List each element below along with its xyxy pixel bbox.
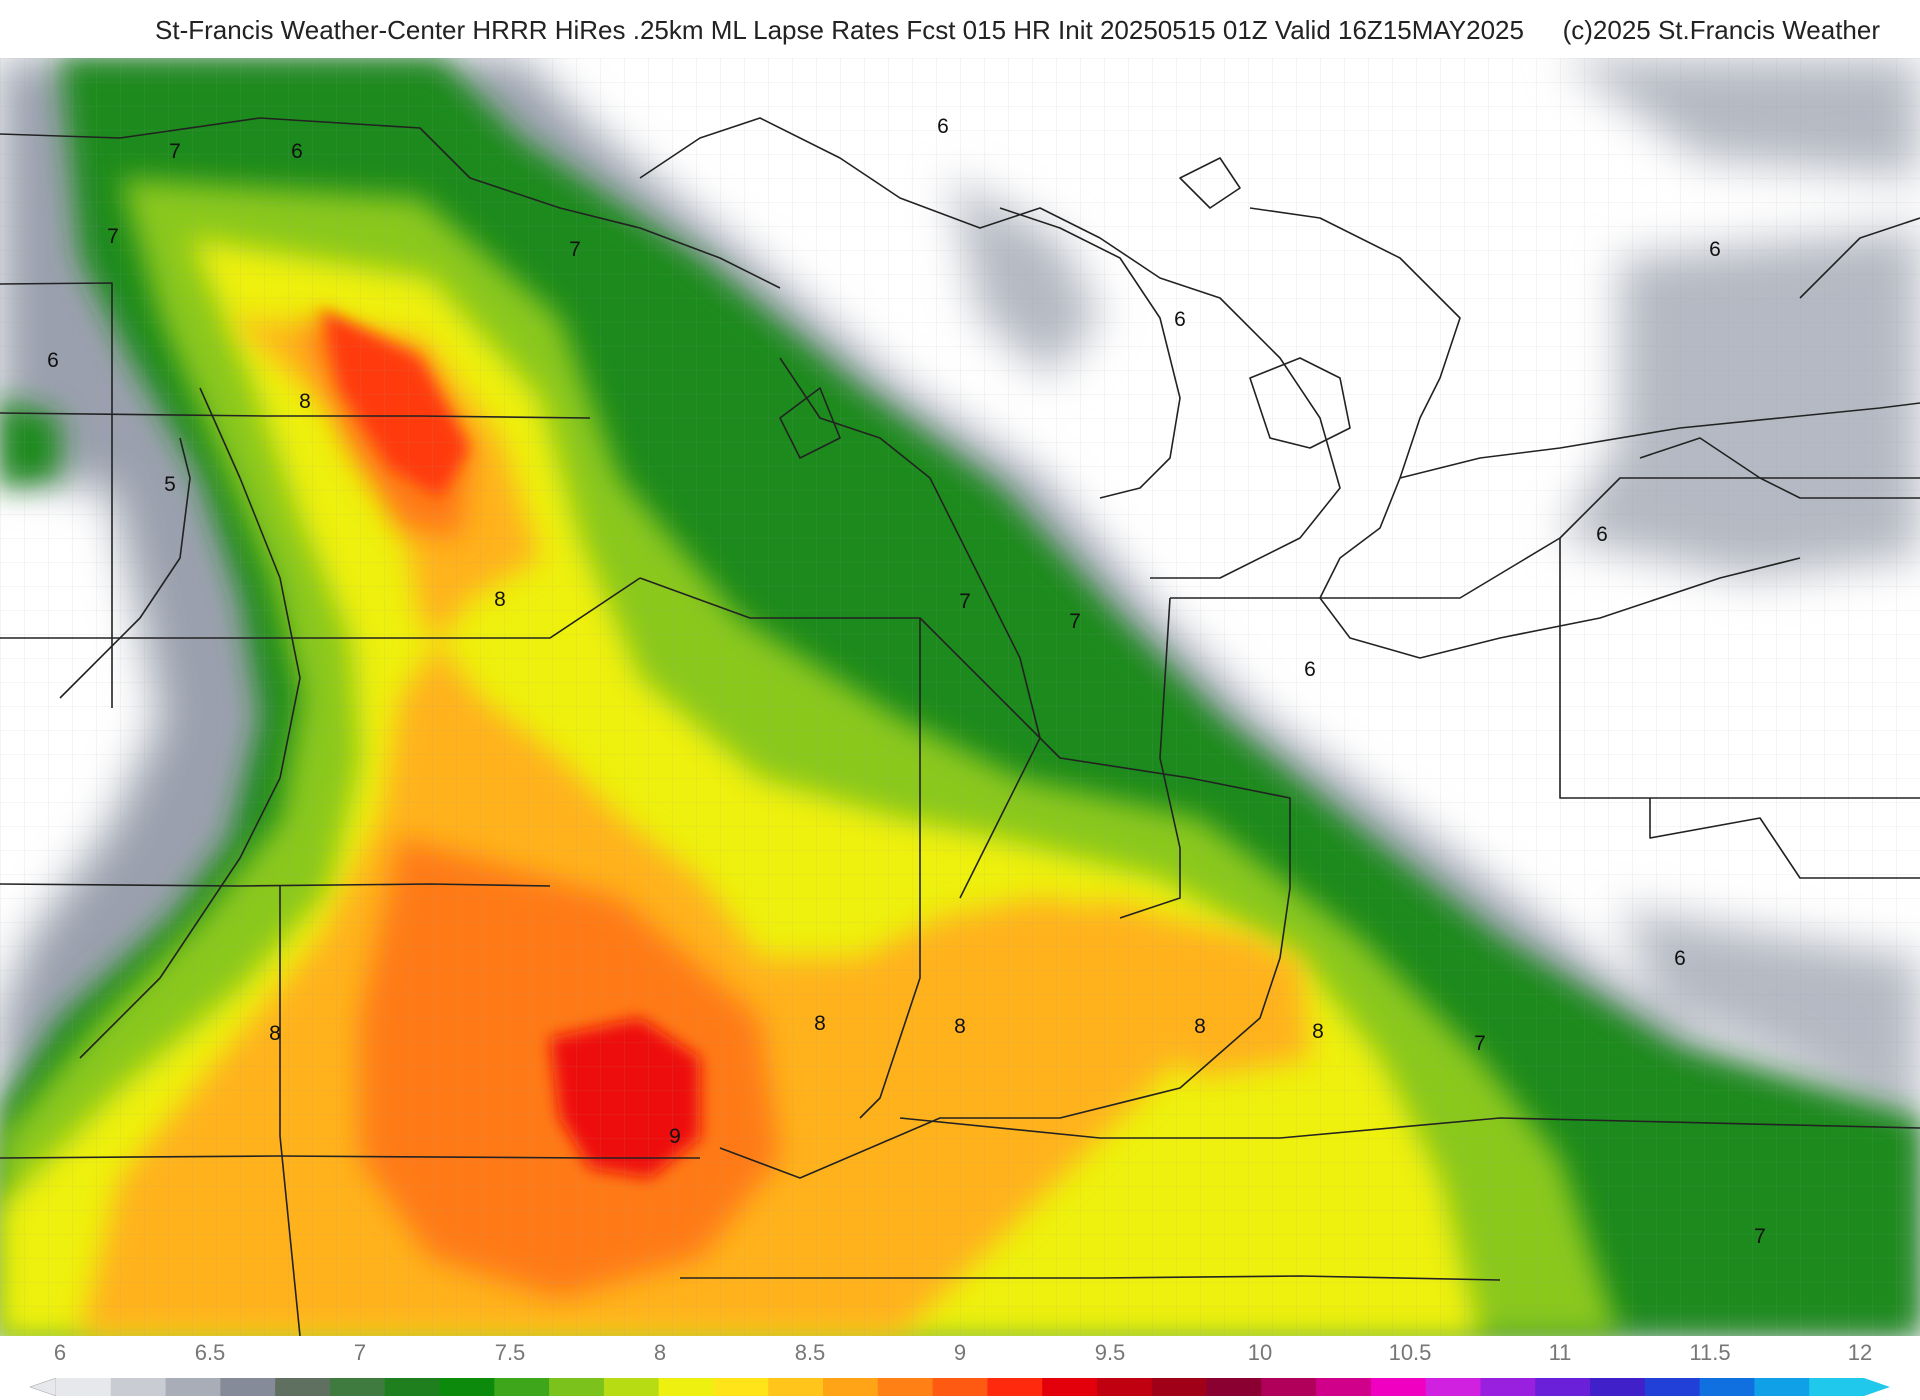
contour-label: 6 (1304, 658, 1316, 681)
colorbar-swatch (823, 1378, 879, 1396)
colorbar-swatch (329, 1378, 386, 1396)
contour-label: 8 (299, 390, 311, 413)
contour-label: 5 (164, 473, 176, 496)
colorbar-tick-label: 10.5 (1388, 1340, 1432, 1365)
colorbar-swatch (1151, 1378, 1208, 1396)
forecast-title: St-Francis Weather-Center HRRR HiRes .25… (155, 14, 1524, 45)
contour-label: 8 (814, 1012, 826, 1035)
colorbar-tick-label: 7.5 (494, 1340, 526, 1365)
copyright-text: (c)2025 St.Francis Weather (1562, 14, 1880, 45)
colorbar-swatch (1480, 1378, 1536, 1396)
colorbar-swatch (658, 1378, 714, 1396)
colorbar-swatch (439, 1378, 495, 1396)
colorbar-swatch (275, 1378, 331, 1396)
lapse-rate-map: 7 6 7 6 8 5 7 8 6 6 6 6 7 7 6 6 8 8 8 8 8 7 9 7 (0, 58, 1920, 1336)
colorbar-swatch (1261, 1378, 1317, 1396)
contour-label: 7 (107, 225, 119, 248)
colorbar-tick-label: 11 (1548, 1340, 1572, 1365)
contour-label: 7 (569, 238, 581, 261)
contour-label: 6 (937, 115, 949, 138)
colorbar-swatch (1206, 1378, 1262, 1396)
colorbar-swatch (713, 1378, 769, 1396)
colorbar-swatch (549, 1378, 605, 1396)
contour-label: 7 (959, 590, 971, 613)
colorbar-min-arrow (30, 1378, 57, 1396)
contour-label: 8 (269, 1022, 281, 1045)
county-grid (0, 58, 1920, 1336)
colorbar-max-arrow (1864, 1378, 1890, 1396)
colorbar-tick-label: 8.5 (794, 1340, 826, 1365)
colorbar-tick-label: 8 (653, 1340, 667, 1365)
contour-labels: 7 6 7 6 8 5 7 8 6 6 6 6 7 7 6 6 8 8 8 8 8 7 9 7 (47, 115, 1766, 1248)
contour-label: 7 (1474, 1032, 1486, 1055)
colorbar-swatch (1699, 1378, 1755, 1396)
colorbar-tick-label: 9.5 (1094, 1340, 1126, 1365)
map-title: St-Francis Weather-Center HRRR HiRes .25… (0, 0, 1920, 60)
contour-label: 7 (169, 140, 181, 163)
colorbar-tick-label: 12 (1847, 1340, 1873, 1365)
colorbar-swatch (877, 1378, 934, 1396)
colorbar-swatch (220, 1378, 276, 1396)
colorbar-tick-label: 6 (53, 1340, 67, 1365)
contour-label: 6 (1674, 947, 1686, 970)
colorbar-swatch (1809, 1378, 1865, 1396)
contour-label: 6 (291, 140, 303, 163)
colorbar-swatch (494, 1378, 550, 1396)
colorbar-swatch (768, 1378, 824, 1396)
colorbar-swatch (384, 1378, 441, 1396)
contour-label: 8 (954, 1015, 966, 1038)
colorbar (30, 1378, 1890, 1396)
contour-label: 7 (1754, 1225, 1766, 1248)
contour-label: 8 (1312, 1020, 1324, 1043)
colorbar-swatch (1535, 1378, 1591, 1396)
colorbar-swatch (110, 1378, 167, 1396)
colorbar-swatch (1590, 1378, 1646, 1396)
colorbar-swatch (1042, 1378, 1098, 1396)
colorbar-swatch (932, 1378, 988, 1396)
colorbar-swatch (1754, 1378, 1810, 1396)
colorbar-swatch (1644, 1378, 1701, 1396)
colorbar-tick-label: 10 (1247, 1340, 1273, 1365)
contour-label: 6 (47, 349, 59, 372)
colorbar-tick-labels: 6 6.5 7 7.5 8 8.5 9 9.5 10 10.5 11 11.5 12 (0, 1340, 1920, 1374)
colorbar-swatch (987, 1378, 1043, 1396)
contour-label: 8 (494, 588, 506, 611)
colorbar-swatch (603, 1378, 660, 1396)
colorbar-swatch (1370, 1378, 1427, 1396)
colorbar-swatch (165, 1378, 221, 1396)
contour-label: 9 (669, 1125, 681, 1148)
boundary-lines (0, 117, 1920, 1336)
contour-label: 6 (1174, 308, 1186, 331)
colorbar-tick-label: 11.5 (1689, 1340, 1731, 1365)
contour-label: 8 (1194, 1015, 1206, 1038)
contour-label: 7 (1069, 610, 1081, 633)
contour-label: 6 (1596, 523, 1608, 546)
colorbar-swatch (56, 1378, 112, 1396)
colorbar-tick-label: 7 (353, 1340, 367, 1365)
colorbar-tick-label: 9 (953, 1340, 967, 1365)
colorbar-swatch (1096, 1378, 1153, 1396)
colorbar-tick-label: 6.5 (194, 1340, 226, 1365)
contour-label: 6 (1709, 238, 1721, 261)
colorbar-swatch (1425, 1378, 1481, 1396)
colorbar-swatch (1316, 1378, 1372, 1396)
